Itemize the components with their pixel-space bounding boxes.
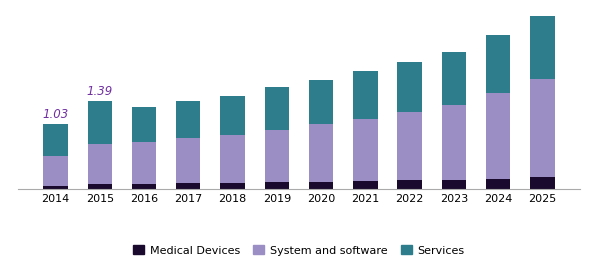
Text: 1.39: 1.39 (86, 85, 113, 98)
Legend: Medical Devices, System and software, Services: Medical Devices, System and software, Se… (128, 241, 469, 260)
Bar (353, 181, 378, 189)
Bar (442, 180, 466, 189)
Bar (397, 112, 422, 180)
Bar (132, 107, 156, 141)
Bar (309, 124, 333, 182)
Bar (265, 88, 289, 130)
Bar (397, 180, 422, 189)
Bar (397, 62, 422, 112)
Bar (530, 177, 555, 189)
Bar (353, 71, 378, 119)
Bar (176, 138, 201, 183)
Bar (530, 16, 555, 79)
Bar (43, 156, 67, 185)
Bar (220, 135, 244, 183)
Bar (176, 183, 201, 189)
Bar (530, 79, 555, 177)
Bar (220, 96, 244, 135)
Bar (309, 182, 333, 189)
Bar (265, 130, 289, 182)
Bar (132, 141, 156, 184)
Bar (309, 80, 333, 124)
Bar (442, 52, 466, 105)
Bar (88, 184, 112, 189)
Bar (43, 124, 67, 156)
Bar (88, 101, 112, 144)
Bar (43, 185, 67, 189)
Bar (442, 105, 466, 180)
Bar (486, 179, 510, 189)
Bar (220, 183, 244, 189)
Bar (486, 93, 510, 179)
Bar (486, 35, 510, 93)
Bar (88, 144, 112, 184)
Bar (265, 182, 289, 189)
Text: 1.03: 1.03 (43, 108, 69, 121)
Bar (353, 119, 378, 181)
Bar (176, 102, 201, 138)
Bar (132, 184, 156, 189)
